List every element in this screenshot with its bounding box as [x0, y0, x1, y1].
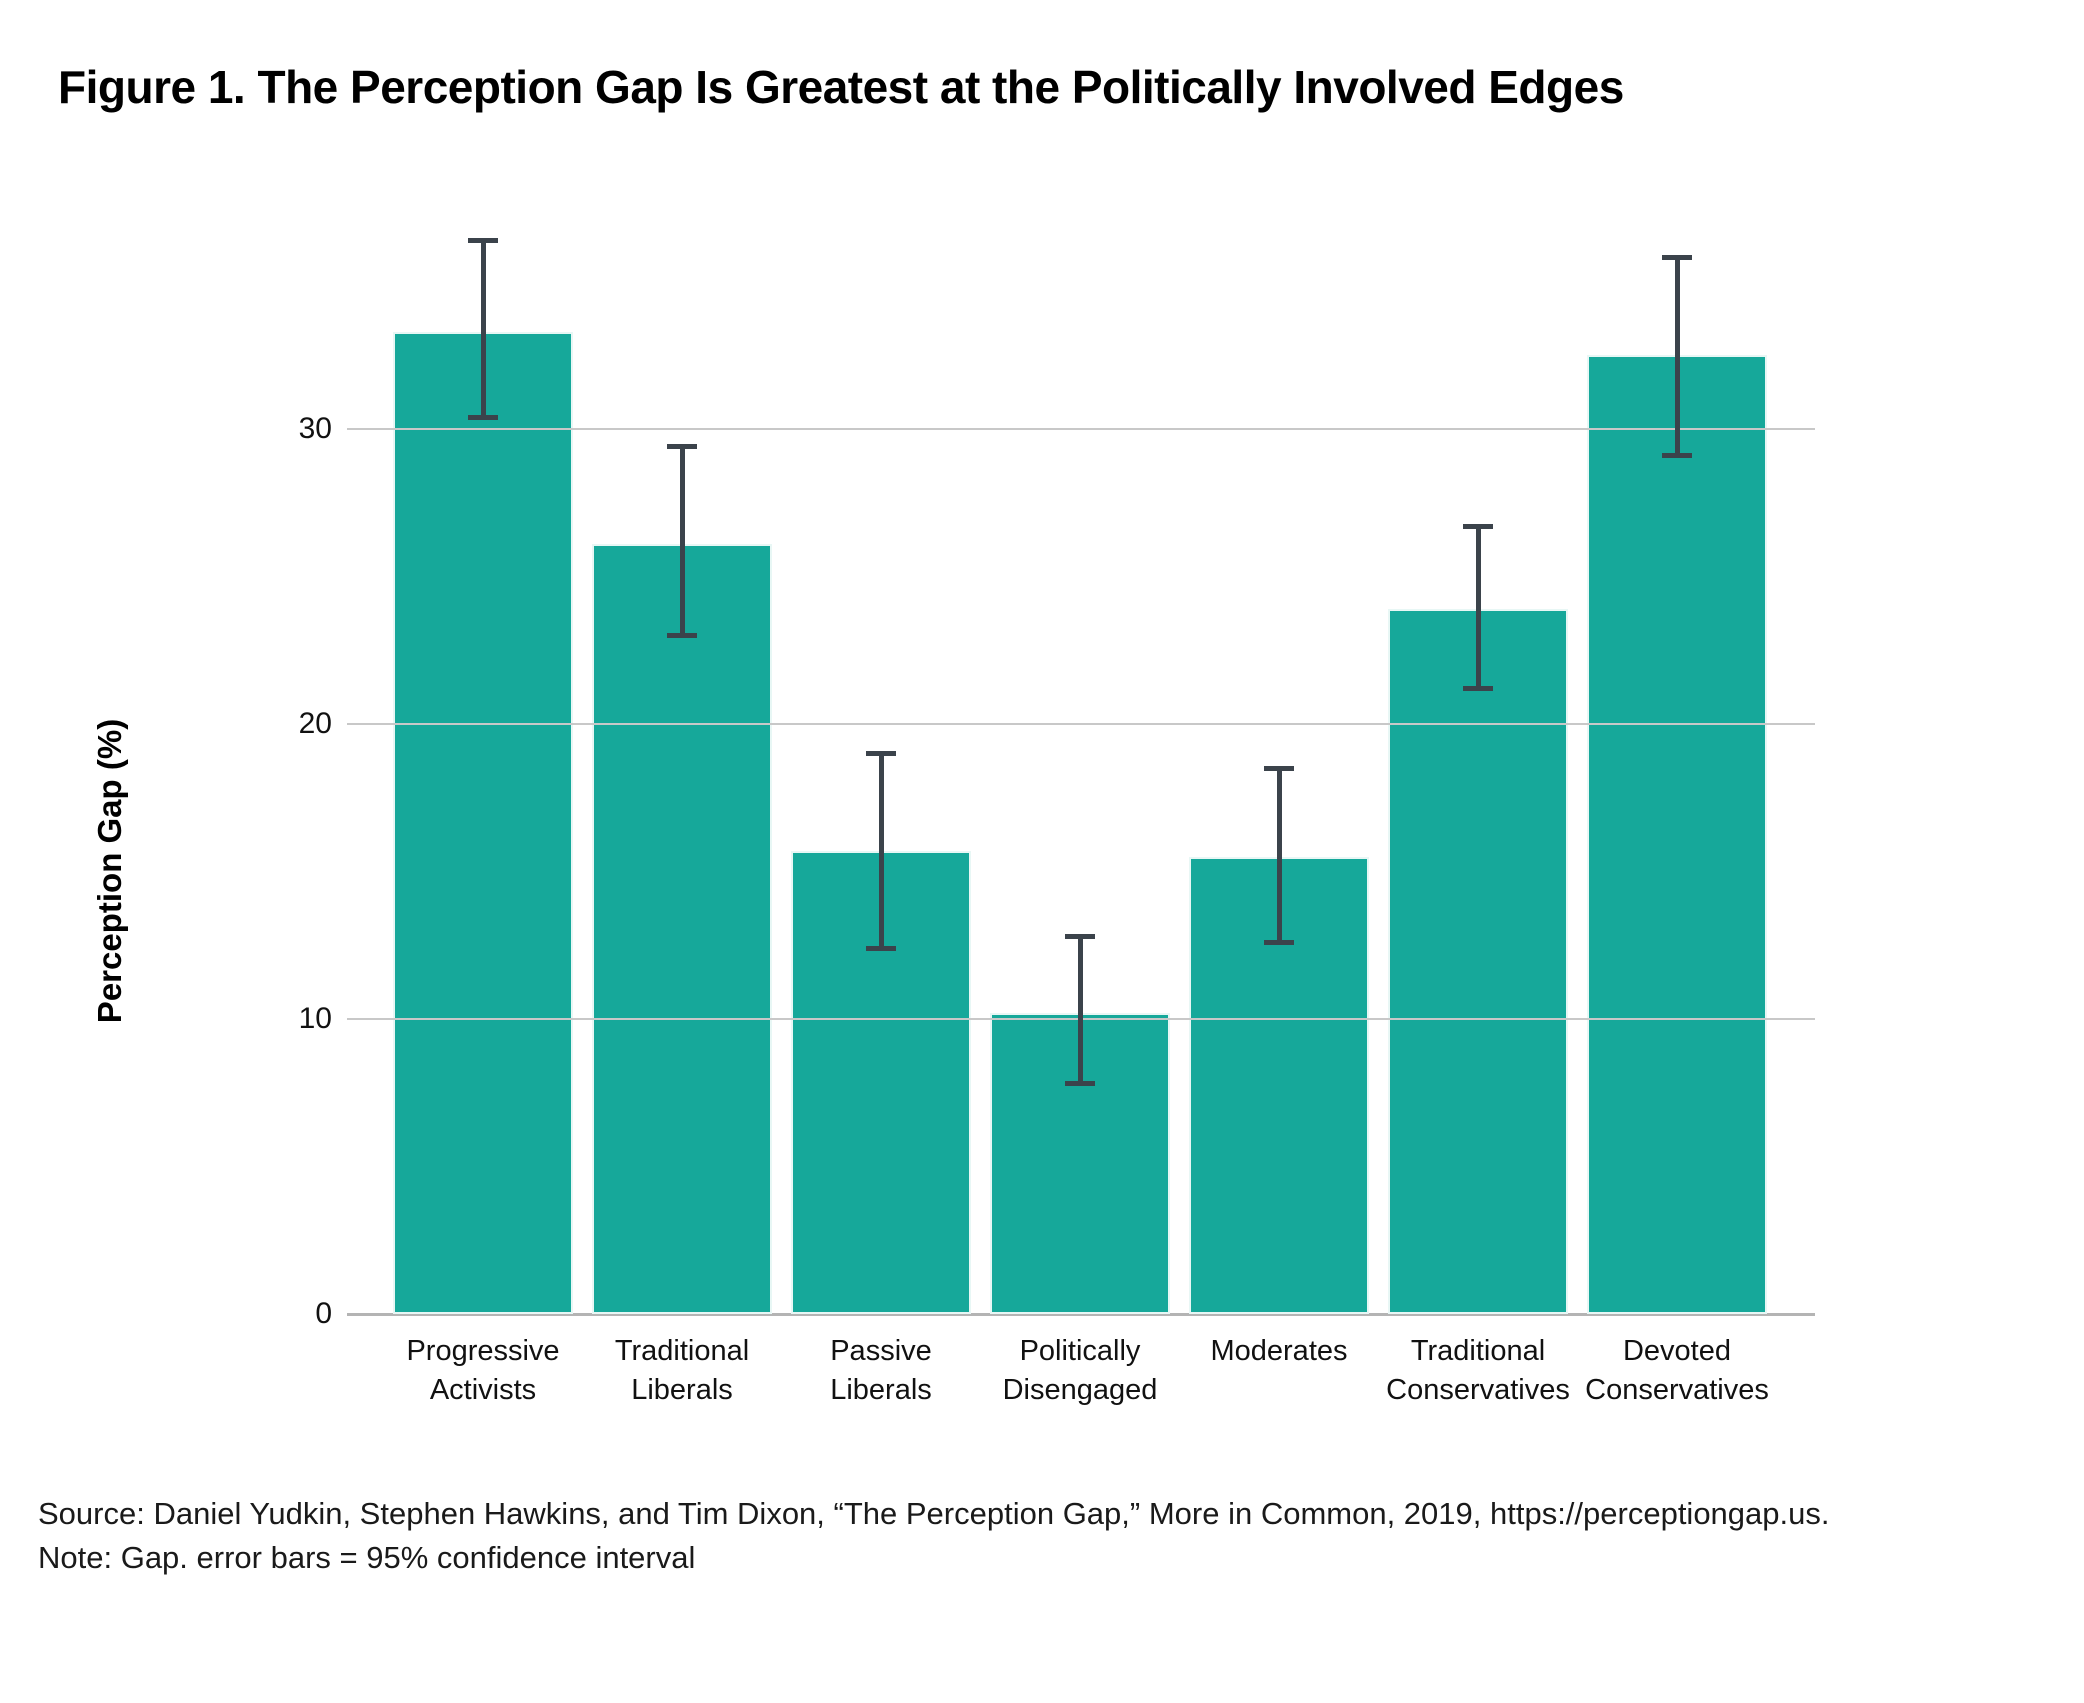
error-bar-line — [1276, 768, 1282, 943]
error-bar-top-cap — [667, 444, 697, 450]
x-category-label-line: Conservatives — [1585, 1374, 1769, 1406]
error-bar-top-cap — [1662, 255, 1692, 261]
y-tick-label: 30 — [298, 412, 332, 445]
error-bar-top-cap — [866, 751, 896, 756]
error-bar-top-cap — [468, 237, 498, 243]
y-axis-title: Perception Gap (%) — [91, 718, 128, 1024]
error-bar-line — [1475, 526, 1481, 689]
error-bar-bottom-cap — [667, 633, 697, 638]
y-tick-label: 10 — [298, 1002, 332, 1035]
bar — [592, 544, 772, 1314]
error-bar-bottom-cap — [1264, 939, 1294, 945]
error-bar-line — [1674, 257, 1680, 456]
x-category-label-line: Liberals — [631, 1374, 733, 1406]
x-category-label: Passive Liberals — [766, 1332, 996, 1410]
bar — [1587, 355, 1767, 1314]
x-category-label: Traditional Liberals — [567, 1332, 797, 1410]
x-category-label-line: Progressive — [406, 1335, 560, 1367]
x-category-label-line: Disengaged — [1002, 1374, 1158, 1406]
x-category-label-line: Liberals — [830, 1374, 932, 1406]
bar — [393, 331, 573, 1314]
x-category-label-line: Traditional — [1410, 1335, 1546, 1367]
gridline — [347, 723, 1815, 725]
error-bar-bottom-cap — [866, 945, 896, 951]
x-axis-line — [347, 1313, 1815, 1316]
x-category-label: Moderates — [1164, 1332, 1394, 1371]
x-category-label-line: Devoted — [1622, 1335, 1731, 1367]
x-category-label: Politically Disengaged — [965, 1332, 1195, 1410]
error-bar-bottom-cap — [1463, 686, 1493, 692]
error-bar-bottom-cap — [1065, 1081, 1095, 1087]
bar — [1388, 608, 1568, 1314]
x-category-label-line: Moderates — [1210, 1335, 1348, 1367]
error-bar-line — [878, 753, 884, 949]
x-category-label-line: Activists — [429, 1374, 537, 1406]
error-bar-line — [480, 240, 486, 418]
x-category-label-line: Passive — [830, 1335, 932, 1367]
figure-title: Figure 1. The Perception Gap Is Greatest… — [58, 61, 1624, 113]
error-bar-top-cap — [1463, 523, 1493, 529]
gridline — [347, 428, 1815, 430]
y-tick-label: 20 — [298, 707, 332, 740]
x-category-label-line: Politically — [1019, 1335, 1141, 1367]
x-category-label: Traditional Conservatives — [1363, 1332, 1593, 1410]
note-line: Note: Gap. error bars = 95% confidence i… — [38, 1540, 696, 1575]
x-category-label: Progressive Activists — [368, 1332, 598, 1410]
source-line: Source: Daniel Yudkin, Stephen Hawkins, … — [38, 1496, 1830, 1531]
y-tick-label: 0 — [315, 1297, 332, 1330]
error-bar-top-cap — [1264, 765, 1294, 771]
error-bar-line — [1077, 936, 1083, 1084]
error-bar-top-cap — [1065, 933, 1095, 939]
x-category-label: Devoted Conservatives — [1562, 1332, 1792, 1410]
error-bar-bottom-cap — [1662, 453, 1692, 459]
x-category-label-line: Conservatives — [1386, 1374, 1570, 1406]
error-bar-bottom-cap — [468, 414, 498, 420]
error-bar-line — [679, 446, 685, 636]
x-category-label-line: Traditional — [614, 1335, 750, 1367]
